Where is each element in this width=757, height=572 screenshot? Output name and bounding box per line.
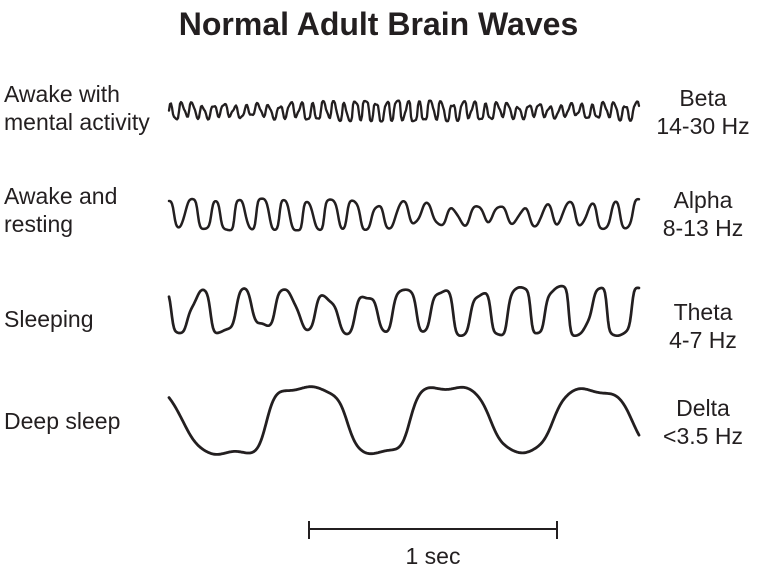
- band-name: Delta: [676, 395, 730, 421]
- band-name: Beta: [679, 85, 727, 111]
- theta-waveform: [167, 284, 641, 338]
- band-frequency-range: 14-30 Hz: [656, 113, 750, 139]
- band-label-alpha: Alpha 8-13 Hz: [650, 186, 756, 242]
- scale-bar-left-tick: [308, 521, 310, 539]
- band-name: Alpha: [673, 187, 733, 213]
- state-label-deep-sleep: Deep sleep: [4, 408, 121, 434]
- band-frequency-range: 4-7 Hz: [669, 327, 737, 353]
- scale-bar-right-tick: [556, 521, 558, 539]
- band-label-delta: Delta <3.5 Hz: [650, 394, 756, 450]
- delta-waveform: [167, 385, 641, 456]
- time-scale-bar: [308, 521, 558, 539]
- band-frequency-range: <3.5 Hz: [663, 423, 743, 449]
- scale-bar-line: [308, 528, 558, 530]
- scale-bar-label: 1 sec: [405, 543, 461, 569]
- band-label-theta: Theta 4-7 Hz: [650, 298, 756, 354]
- band-frequency-range: 8-13 Hz: [662, 215, 744, 241]
- state-label-awake-mental-activity: Awake with mental activity: [4, 81, 150, 135]
- state-label-sleeping: Sleeping: [4, 306, 94, 332]
- band-label-beta: Beta 14-30 Hz: [650, 84, 756, 140]
- page-title: Normal Adult Brain Waves: [178, 6, 579, 42]
- state-label-awake-resting: Awake and resting: [4, 183, 118, 237]
- band-name: Theta: [673, 299, 733, 325]
- beta-waveform: [167, 99, 641, 123]
- alpha-waveform: [167, 197, 641, 232]
